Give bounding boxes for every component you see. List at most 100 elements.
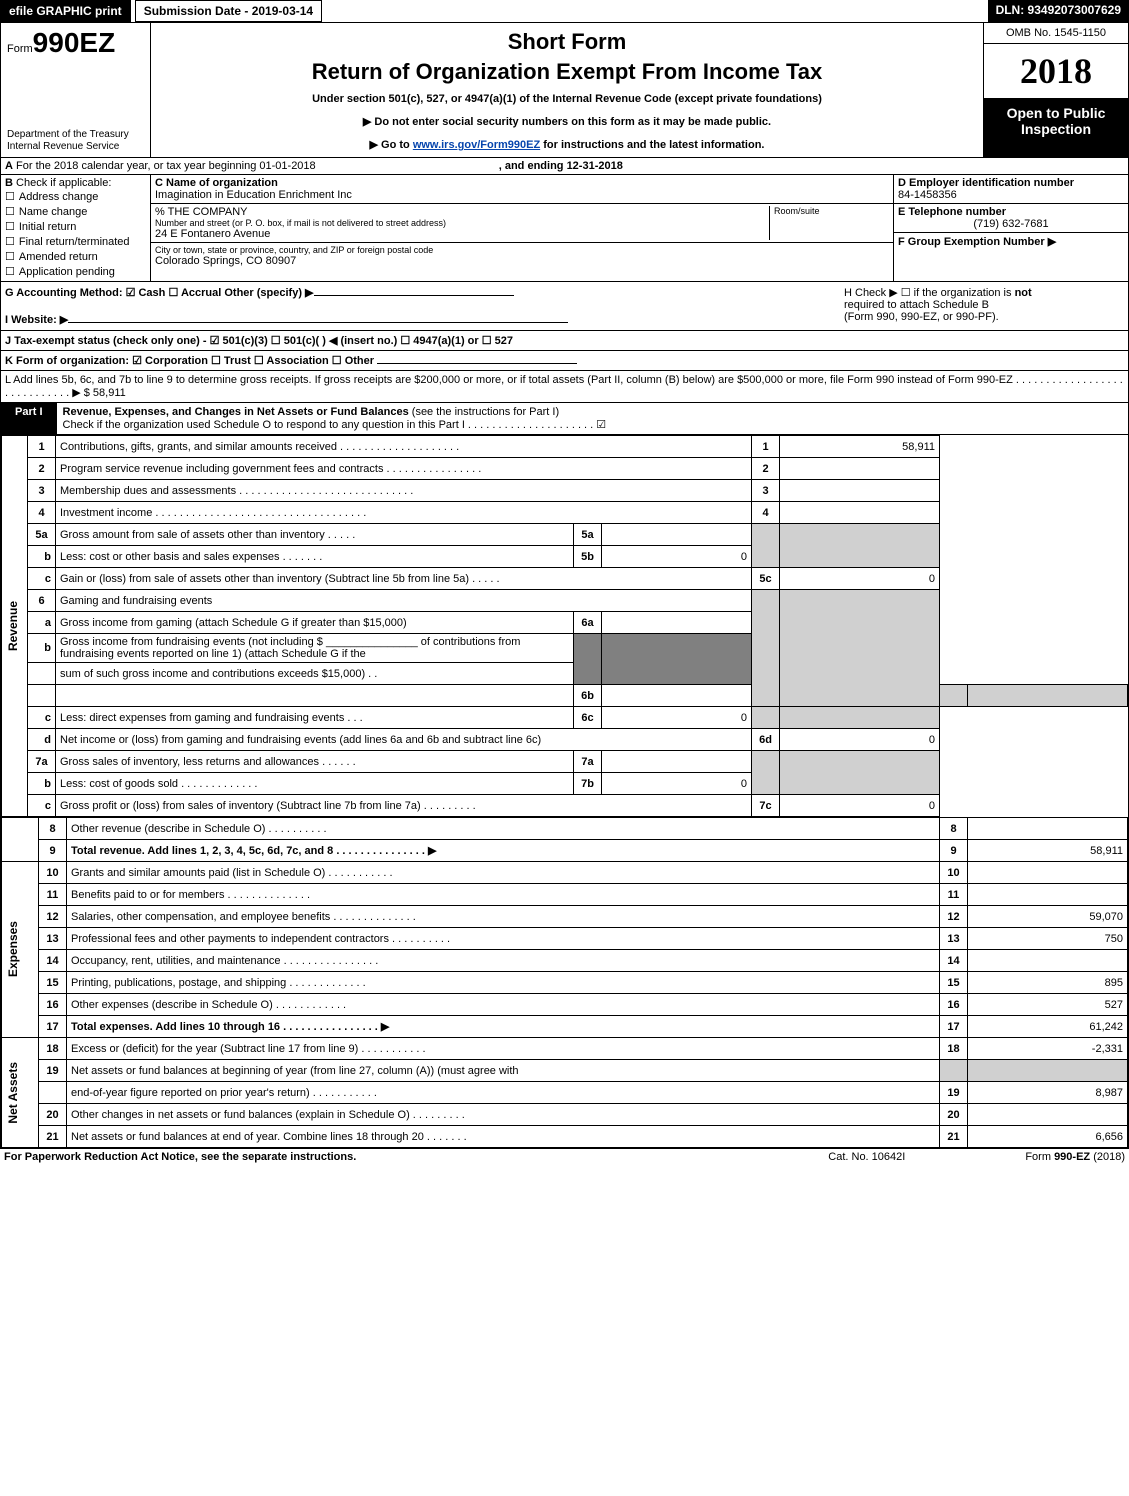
r6b-n: b xyxy=(28,634,56,663)
r8-d: Other revenue (describe in Schedule O) .… xyxy=(67,818,940,840)
r6a-n: a xyxy=(28,612,56,634)
header: Form990EZ Department of the Treasury Int… xyxy=(1,23,1128,158)
table-row: cGain or (loss) from sale of assets othe… xyxy=(2,568,1128,590)
goto-link[interactable]: www.irs.gov/Form990EZ xyxy=(413,139,540,151)
table-row: 8Other revenue (describe in Schedule O) … xyxy=(2,818,1128,840)
chk-address[interactable]: ☐ Address change xyxy=(5,189,146,204)
r6b-dark-v xyxy=(602,634,752,685)
chk-final-label: Final return/terminated xyxy=(19,236,130,248)
g-accounting: G Accounting Method: ☑ Cash ☐ Accrual Ot… xyxy=(5,286,844,299)
chk-amended[interactable]: ☐ Amended return xyxy=(5,249,146,264)
k-line: K Form of organization: ☑ Corporation ☐ … xyxy=(1,351,1128,371)
r11-ln: 11 xyxy=(940,884,968,906)
header-mid: Short Form Return of Organization Exempt… xyxy=(151,23,983,157)
cell-street: % THE COMPANY Number and street (or P. O… xyxy=(151,204,893,243)
r7c-ln: 7c xyxy=(752,795,780,817)
r15-ln: 15 xyxy=(940,972,968,994)
table-row: dNet income or (loss) from gaming and fu… xyxy=(2,729,1128,751)
chk-name[interactable]: ☐ Name change xyxy=(5,204,146,219)
table-row: 12Salaries, other compensation, and empl… xyxy=(2,906,1128,928)
r5b-mv: 0 xyxy=(602,546,752,568)
gh-row: G Accounting Method: ☑ Cash ☐ Accrual Ot… xyxy=(1,282,1128,331)
table-row: 17Total expenses. Add lines 10 through 1… xyxy=(2,1016,1128,1038)
r20-amt xyxy=(968,1104,1128,1126)
table-row: cGross profit or (loss) from sales of in… xyxy=(2,795,1128,817)
cell-org: C Name of organization Imagination in Ed… xyxy=(151,175,893,204)
h-line1: H Check ▶ ☐ if the organization is not xyxy=(844,286,1124,299)
dept-line2: Internal Revenue Service xyxy=(7,141,144,153)
r11-n: 11 xyxy=(39,884,67,906)
cell-city: City or town, state or province, country… xyxy=(151,243,893,269)
table-row: 13Professional fees and other payments t… xyxy=(2,928,1128,950)
section-bcdef: B Check if applicable: ☐ Address change … xyxy=(1,175,1128,282)
table-row: 6b xyxy=(2,685,1128,707)
r19b-d: end-of-year figure reported on prior yea… xyxy=(67,1082,940,1104)
r3-n: 3 xyxy=(28,480,56,502)
street-value: 24 E Fontanero Avenue xyxy=(155,228,769,240)
r7a-mv xyxy=(602,751,752,773)
goto-pre: ▶ Go to xyxy=(370,139,413,151)
city-value: Colorado Springs, CO 80907 xyxy=(155,255,889,267)
r18-amt: -2,331 xyxy=(968,1038,1128,1060)
c-label-text: C Name of organization xyxy=(155,177,278,189)
r5b-mn: 5b xyxy=(574,546,602,568)
lines-table: Revenue 1 Contributions, gifts, grants, … xyxy=(1,435,1128,817)
room-suite: Room/suite xyxy=(769,206,889,240)
table-row: 3Membership dues and assessments . . . .… xyxy=(2,480,1128,502)
b-label: B Check if applicable: xyxy=(5,177,146,189)
d-label: D Employer identification number xyxy=(898,177,1124,189)
r6d-amt: 0 xyxy=(780,729,940,751)
efile-print-button[interactable]: efile GRAPHIC print xyxy=(0,0,131,22)
r19b-amt: 8,987 xyxy=(968,1082,1128,1104)
cell-tel: E Telephone number (719) 632-7681 xyxy=(894,204,1128,233)
r3-amt xyxy=(780,480,940,502)
chk-address-label: Address change xyxy=(19,191,99,203)
r12-n: 12 xyxy=(39,906,67,928)
k-text: K Form of organization: ☑ Corporation ☐ … xyxy=(5,355,374,367)
r5a-d: Gross amount from sale of assets other t… xyxy=(56,524,574,546)
revenue-side: Revenue xyxy=(2,436,28,817)
c-label: C Name of organization xyxy=(155,177,889,189)
open-line2: Inspection xyxy=(986,121,1126,137)
r7a-mn: 7a xyxy=(574,751,602,773)
r19-d: Net assets or fund balances at beginning… xyxy=(67,1060,940,1082)
r6b2s-d xyxy=(56,685,574,707)
open-line1: Open to Public xyxy=(986,105,1126,121)
exp-side-label: Expenses xyxy=(6,921,20,977)
r7a-n: 7a xyxy=(28,751,56,773)
h-l1b: not xyxy=(1015,287,1032,299)
org-name: Imagination in Education Enrichment Inc xyxy=(155,189,889,201)
chk-pending[interactable]: ☐ Application pending xyxy=(5,264,146,279)
r5-grey-amt xyxy=(780,524,940,568)
r21-d: Net assets or fund balances at end of ye… xyxy=(67,1126,940,1148)
r9-d: Total revenue. Add lines 1, 2, 3, 4, 5c,… xyxy=(67,840,940,862)
form-number: Form990EZ xyxy=(7,27,144,59)
table-row: 20Other changes in net assets or fund ba… xyxy=(2,1104,1128,1126)
r6b-d: Gross income from fundraising events (no… xyxy=(56,634,574,663)
r2-n: 2 xyxy=(28,458,56,480)
under-section: Under section 501(c), 527, or 4947(a)(1)… xyxy=(159,93,975,105)
r10-d: Grants and similar amounts paid (list in… xyxy=(67,862,940,884)
chk-final[interactable]: ☐ Final return/terminated xyxy=(5,234,146,249)
r6c-n: c xyxy=(28,707,56,729)
table-row: 14Occupancy, rent, utilities, and mainte… xyxy=(2,950,1128,972)
r17-d-b: Total expenses. Add lines 10 through 16 … xyxy=(71,1021,389,1033)
footer-catno: Cat. No. 10642I xyxy=(828,1151,905,1163)
chk-initial-label: Initial return xyxy=(19,221,76,233)
r18-n: 18 xyxy=(39,1038,67,1060)
e-label-text: E Telephone number xyxy=(898,206,1006,218)
r9-amt: 58,911 xyxy=(968,840,1128,862)
r1-amt: 58,911 xyxy=(780,436,940,458)
g-block: G Accounting Method: ☑ Cash ☐ Accrual Ot… xyxy=(5,286,844,326)
r12-ln: 12 xyxy=(940,906,968,928)
na-side: Net Assets xyxy=(2,1038,39,1148)
r7c-n: c xyxy=(28,795,56,817)
chk-initial[interactable]: ☐ Initial return xyxy=(5,219,146,234)
r21-ln: 21 xyxy=(940,1126,968,1148)
r6b2-n xyxy=(28,663,56,685)
revenue-side-label: Revenue xyxy=(6,601,20,651)
part1-title: Revenue, Expenses, and Changes in Net As… xyxy=(57,403,613,434)
r14-ln: 14 xyxy=(940,950,968,972)
r7b-mv: 0 xyxy=(602,773,752,795)
r6-n: 6 xyxy=(28,590,56,612)
